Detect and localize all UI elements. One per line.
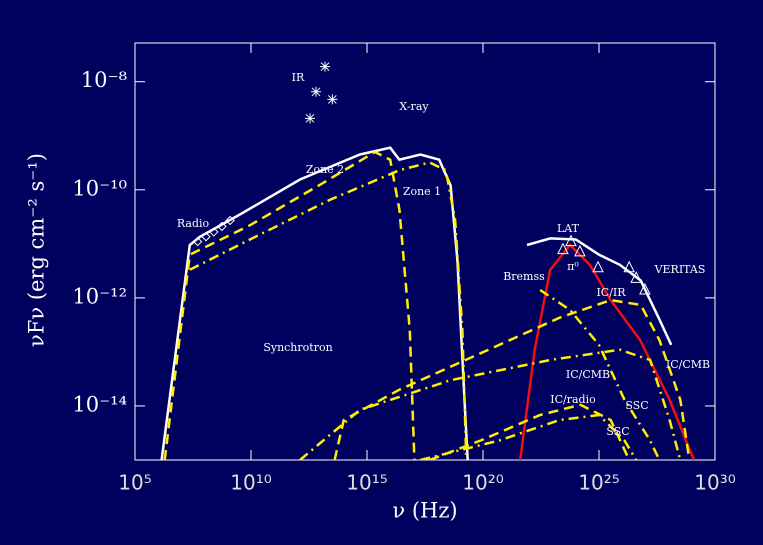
annotation: IR — [292, 71, 305, 84]
annotation: VERITAS — [654, 263, 706, 276]
data-point — [305, 113, 316, 124]
annotation: SSC — [606, 425, 629, 438]
data-point — [201, 232, 211, 242]
y-tick-label: 10⁻¹⁰ — [72, 176, 127, 200]
y-tick-label: 10⁻⁸ — [81, 68, 127, 92]
annotation: Synchrotron — [263, 341, 332, 354]
data-point — [225, 215, 235, 226]
data-point — [327, 94, 338, 105]
annotation: Zone 2 — [306, 163, 344, 176]
y-tick-label: 10⁻¹⁴ — [72, 392, 127, 416]
annotation: IC/CMB — [566, 368, 610, 381]
annotation: SSC — [625, 399, 648, 412]
annotation: LAT — [557, 222, 580, 235]
data-point — [574, 244, 586, 257]
sed-curve — [539, 288, 661, 460]
data-point — [630, 271, 642, 283]
sed-curve — [518, 243, 696, 460]
annotation: IC/CMB — [666, 358, 710, 371]
annotation: X-ray — [399, 100, 429, 113]
annotation: π⁰ — [567, 260, 579, 273]
x-tick-label: 10¹⁰ — [230, 471, 271, 495]
annotation: Bremss — [503, 270, 545, 283]
x-axis-label: ν (Hz) — [392, 499, 457, 523]
annotation: Radio — [177, 217, 210, 230]
sed-curve — [163, 150, 416, 460]
data-point — [565, 234, 577, 247]
y-tick-label: 10⁻¹² — [72, 284, 127, 308]
y-axis-label: νFν (erg cm⁻² s⁻¹) — [25, 153, 49, 347]
data-point — [209, 227, 219, 237]
data-point — [592, 260, 604, 273]
x-tick-label: 10²⁰ — [462, 471, 503, 495]
data-point — [217, 221, 227, 232]
data-point — [320, 61, 331, 72]
sed-curve — [189, 161, 468, 460]
data-point — [310, 86, 321, 97]
sed-curve — [299, 348, 682, 460]
x-tick-label: 10¹⁵ — [346, 471, 387, 495]
annotation: IC/IR — [596, 286, 626, 299]
data-point — [639, 282, 651, 295]
annotation: Zone 1 — [403, 185, 441, 198]
data-point — [192, 236, 203, 247]
sed-curve — [420, 413, 638, 460]
x-tick-label: 10³⁰ — [694, 471, 735, 495]
x-tick-label: 10²⁵ — [578, 471, 619, 495]
x-tick-label: 10⁵ — [118, 471, 151, 495]
annotation: IC/radio — [550, 393, 596, 406]
data-point — [557, 242, 569, 255]
plot-area — [160, 61, 696, 460]
data-point — [623, 260, 635, 273]
sed-curve — [526, 237, 673, 346]
